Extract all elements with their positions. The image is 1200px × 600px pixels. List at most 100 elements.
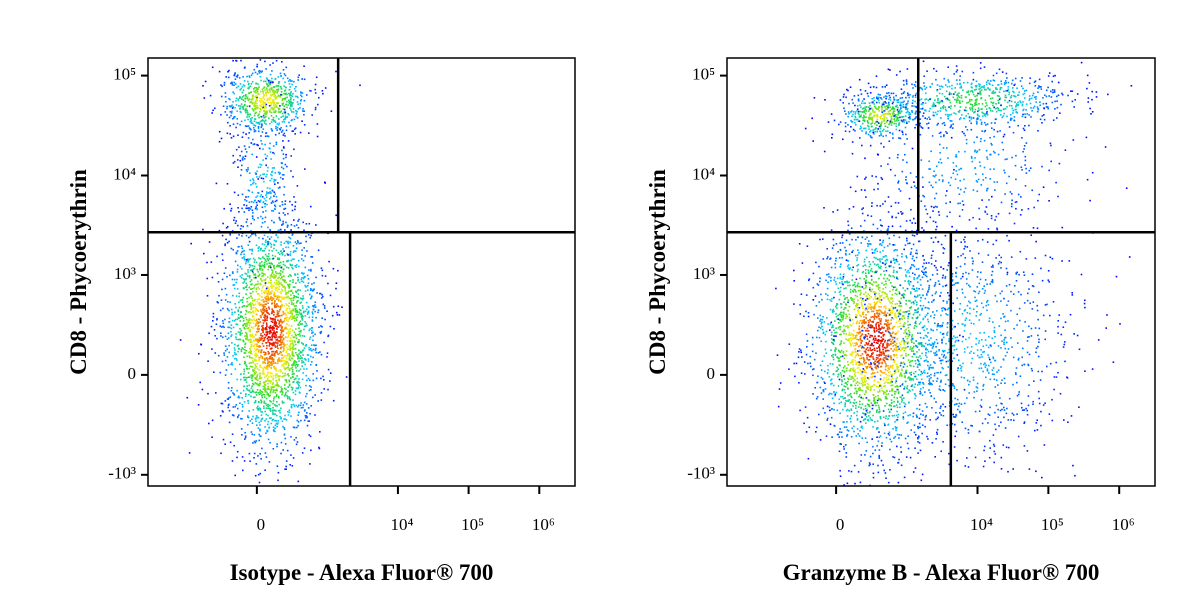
event-dot	[838, 350, 840, 353]
event-dot	[820, 340, 822, 343]
event-dot	[269, 400, 271, 402]
event-dot	[292, 376, 294, 378]
event-dot	[262, 324, 264, 327]
event-dot	[276, 281, 278, 284]
event-dot	[248, 146, 251, 148]
event-dot	[267, 281, 270, 284]
event-dot	[285, 308, 287, 310]
event-dot	[210, 325, 213, 328]
event-dot	[260, 333, 262, 335]
event-dot	[285, 468, 287, 470]
event-dot	[288, 369, 291, 372]
event-dot	[885, 436, 888, 439]
event-dot	[303, 247, 305, 249]
event-dot	[274, 255, 277, 258]
event-dot	[240, 225, 243, 227]
event-dot	[265, 199, 267, 202]
event-dot	[315, 224, 317, 226]
event-dot	[279, 318, 282, 321]
y-tick-label: 10⁴	[113, 164, 136, 183]
event-dot	[277, 283, 280, 286]
event-dot	[861, 333, 863, 335]
event-dot	[326, 310, 328, 312]
event-dot	[277, 265, 279, 267]
event-dot	[218, 130, 221, 133]
event-dot	[293, 403, 295, 406]
event-dot	[907, 354, 910, 356]
event-dot	[316, 370, 318, 372]
event-dot	[324, 87, 327, 89]
event-dot	[268, 326, 270, 329]
event-dot	[898, 437, 900, 439]
event-dot	[864, 418, 867, 420]
event-dot	[252, 138, 254, 141]
event-dot	[288, 100, 291, 103]
event-dot	[297, 296, 300, 299]
event-dot	[857, 366, 860, 369]
event-dot	[253, 181, 255, 184]
event-dot	[228, 409, 231, 412]
event-dot	[863, 319, 865, 321]
event-dot	[258, 70, 260, 73]
event-dot	[322, 92, 324, 95]
event-dot	[257, 217, 259, 219]
event-dot	[254, 307, 257, 309]
event-dot	[221, 85, 223, 88]
event-dot	[289, 283, 291, 286]
event-dot	[257, 409, 259, 411]
event-dot	[263, 351, 266, 354]
event-dot	[277, 76, 280, 78]
event-dot	[310, 234, 312, 237]
event-dot	[257, 383, 260, 386]
event-dot	[847, 229, 849, 232]
event-dot	[877, 288, 880, 291]
event-dot	[295, 243, 298, 245]
event-dot	[265, 157, 267, 160]
event-dot	[264, 420, 266, 422]
event-dot	[900, 434, 903, 436]
event-dot	[288, 287, 290, 289]
event-dot	[910, 429, 912, 431]
event-dot	[255, 308, 258, 311]
event-dot	[244, 108, 247, 110]
event-dot	[304, 414, 307, 417]
event-dot	[879, 340, 881, 342]
event-dot	[296, 309, 298, 312]
event-dot	[260, 194, 262, 196]
event-dot	[280, 320, 283, 323]
event-dot	[305, 344, 307, 346]
event-dot	[905, 328, 908, 331]
event-dot	[269, 122, 271, 125]
event-dot	[281, 112, 284, 115]
event-dot	[314, 304, 316, 306]
event-dot	[276, 126, 279, 129]
event-dot	[292, 245, 295, 247]
event-dot	[893, 414, 895, 417]
event-dot	[248, 76, 251, 79]
event-dot	[292, 299, 295, 302]
event-dot	[259, 59, 262, 61]
y-tick-label: 10³	[114, 264, 136, 283]
event-dot	[277, 384, 279, 386]
event-dot	[256, 339, 258, 342]
event-dot	[265, 192, 268, 195]
event-dot	[852, 345, 855, 347]
event-dot	[874, 294, 876, 296]
event-dot	[331, 314, 334, 317]
event-dot	[281, 94, 283, 96]
event-dot	[894, 426, 897, 428]
event-dot	[259, 334, 262, 337]
event-dot	[269, 83, 271, 86]
event-dot	[867, 245, 869, 247]
event-dot	[235, 75, 238, 78]
event-dot	[244, 360, 246, 363]
event-dot	[285, 281, 287, 284]
event-dot	[224, 443, 226, 445]
event-dot	[239, 363, 241, 366]
event-dot	[269, 336, 271, 339]
event-dot	[808, 278, 811, 280]
event-dot	[262, 285, 265, 287]
event-dot	[277, 471, 280, 474]
event-dot	[281, 326, 283, 328]
event-dot	[300, 258, 303, 260]
